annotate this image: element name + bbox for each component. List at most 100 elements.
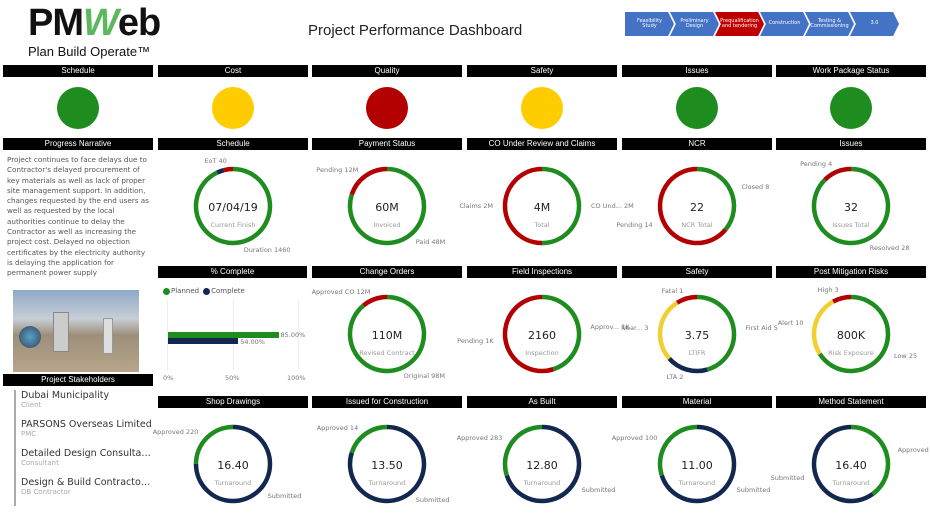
phase-5[interactable]: 3.0 [850, 12, 899, 36]
donut-center-label: LTIFR [688, 349, 706, 357]
donut-segment[interactable] [193, 166, 273, 246]
donut-chart-11: Submitted Approved 283 12.80 Turnaround [457, 412, 617, 527]
donut-segment[interactable] [347, 424, 427, 504]
donut-segment[interactable] [811, 166, 891, 246]
donut-segment-label: Submitted [581, 486, 616, 495]
donut-segment[interactable] [216, 167, 225, 175]
donut-segment[interactable] [541, 294, 582, 372]
progress-narrative-text: Project continues to face delays due to … [7, 155, 149, 278]
donut-segment[interactable] [504, 424, 582, 504]
donut-center-value: 07/04/19 [208, 201, 258, 214]
donut-segment-label: Fatal 1 [661, 286, 684, 295]
panel-header-3: NCR [622, 138, 772, 150]
donut-segment[interactable] [817, 294, 891, 374]
donut-center-value: 60M [375, 201, 399, 214]
donut-segment[interactable] [502, 424, 543, 477]
donut-segment[interactable] [541, 166, 582, 246]
percent-complete-header: % Complete [158, 266, 307, 278]
donut-chart-1: Paid 48M Pending 12M 60M Invoiced [312, 154, 462, 269]
status-indicator-2 [366, 87, 408, 129]
stakeholders-list[interactable]: Dubai Municipality Client PARSONS Overseas… [14, 390, 154, 506]
donut-segment[interactable] [223, 166, 234, 173]
donut-segment[interactable] [349, 166, 388, 196]
donut-segment[interactable] [850, 424, 891, 496]
donut-segment[interactable] [667, 356, 708, 374]
donut-segment[interactable] [502, 294, 555, 374]
donut-segment[interactable] [696, 294, 737, 372]
donut-segment-label: EoT 40 [204, 157, 227, 166]
bar-complete[interactable] [168, 338, 239, 344]
donut-center-value: 13.50 [371, 459, 403, 472]
donut-chart-13: Approved 12010 Submitted 16.40 Turnaround [771, 412, 930, 527]
donut-segment[interactable] [361, 294, 388, 308]
donut-segment-label: First Aid 5 [745, 323, 778, 332]
stakeholder-role: Client [21, 401, 42, 409]
donut-segment[interactable] [659, 424, 737, 504]
status-header-2: Quality [312, 65, 462, 77]
donut-segment[interactable] [193, 424, 234, 465]
donut-segment[interactable] [675, 294, 698, 305]
status-header-5: Work Package Status [776, 65, 926, 77]
donut-center-value: 3.75 [684, 329, 710, 342]
donut-segment-label: Submitted [415, 496, 450, 505]
donut-center-value: 110M [371, 329, 403, 342]
donut-segment[interactable] [347, 294, 427, 374]
phase-1[interactable]: Preliminary Design [670, 12, 719, 36]
donut-segment[interactable] [823, 166, 852, 182]
donut-segment[interactable] [657, 300, 679, 360]
donut-segment-label: Low 25 [893, 351, 918, 360]
panel-header-9: Shop Drawings [158, 396, 308, 408]
donut-segment[interactable] [811, 299, 835, 356]
logo-tagline: Plan Build Operate™ [28, 44, 151, 59]
donut-chart-9: Submitted Approved 220 16.40 Turnaround [153, 412, 308, 527]
panel-header-8: Post Mitigation Risks [776, 266, 926, 278]
bar-planned[interactable] [168, 332, 279, 338]
phase-4[interactable]: Testing & Commissioning [805, 12, 854, 36]
logo-wordmark: PMWeb [28, 2, 161, 44]
panel-header-12: Material [622, 396, 772, 408]
donut-segment-label: Closed 8 [741, 182, 770, 191]
donut-center-label: Turnaround [368, 479, 406, 487]
donut-segment[interactable] [657, 166, 728, 246]
donut-segment-label: Approved 220 [152, 428, 199, 437]
stakeholder-role: DB Contractor [21, 488, 71, 496]
donut-segment[interactable] [193, 424, 273, 504]
donut-center-label: Invoiced [373, 221, 401, 229]
stakeholder-item[interactable]: Design & Build Contractor ... DB Contract… [21, 477, 154, 501]
phase-2[interactable]: Prequalification and tendering [715, 12, 764, 36]
donut-segment-label: Submitted [736, 486, 771, 495]
donut-segment-label: Approved CO 12M [311, 287, 371, 296]
stakeholder-item[interactable]: Dubai Municipality Client [21, 390, 154, 414]
phase-3[interactable]: Construction [760, 12, 809, 36]
stakeholder-item[interactable]: Detailed Design Consultant... Consultant [21, 448, 154, 472]
donut-segment[interactable] [347, 166, 427, 246]
donut-center-label: Issues Total [832, 221, 870, 229]
panel-header-4: Issues [776, 138, 926, 150]
donut-center-label: Turnaround [523, 479, 561, 487]
donut-segment-label: Pending 1K [457, 337, 494, 346]
donut-segment[interactable] [502, 166, 543, 246]
phase-0[interactable]: Feasibility Study [625, 12, 674, 36]
panel-header-13: Method Statement [776, 396, 926, 408]
donut-segment[interactable] [696, 166, 737, 232]
donut-center-value: 16.40 [217, 459, 249, 472]
donut-segment-label: Resolved 28 [869, 243, 910, 252]
donut-segment-label: Original 98M [403, 372, 445, 381]
donut-segment-label: High 3 [817, 286, 839, 295]
donut-segment[interactable] [657, 424, 698, 477]
donut-segment-label: Approved 14 [316, 423, 359, 432]
stakeholder-name: Detailed Design Consultant... [21, 448, 154, 459]
donut-segment-label: Pending 12M [316, 165, 359, 174]
donut-center-label: Current Finish [210, 221, 256, 229]
panel-header-1: Payment Status [312, 138, 462, 150]
donut-segment[interactable] [832, 294, 852, 304]
complete-data-label: 54.00% [240, 338, 265, 346]
donut-chart-10: Submitted Approved 14 13.50 Turnaround [312, 412, 462, 527]
donut-center-label: Turnaround [832, 479, 870, 487]
panel-header-5: Change Orders [312, 266, 462, 278]
donut-segment[interactable] [811, 424, 875, 504]
donut-segment[interactable] [349, 424, 388, 454]
stakeholder-item[interactable]: PARSONS Overseas Limited PMC [21, 419, 154, 443]
donut-chart-7: First Aid 5 LTA 2 Near... 3 Fatal 1 3.75 LTIF… [621, 282, 778, 397]
status-header-1: Cost [158, 65, 308, 77]
